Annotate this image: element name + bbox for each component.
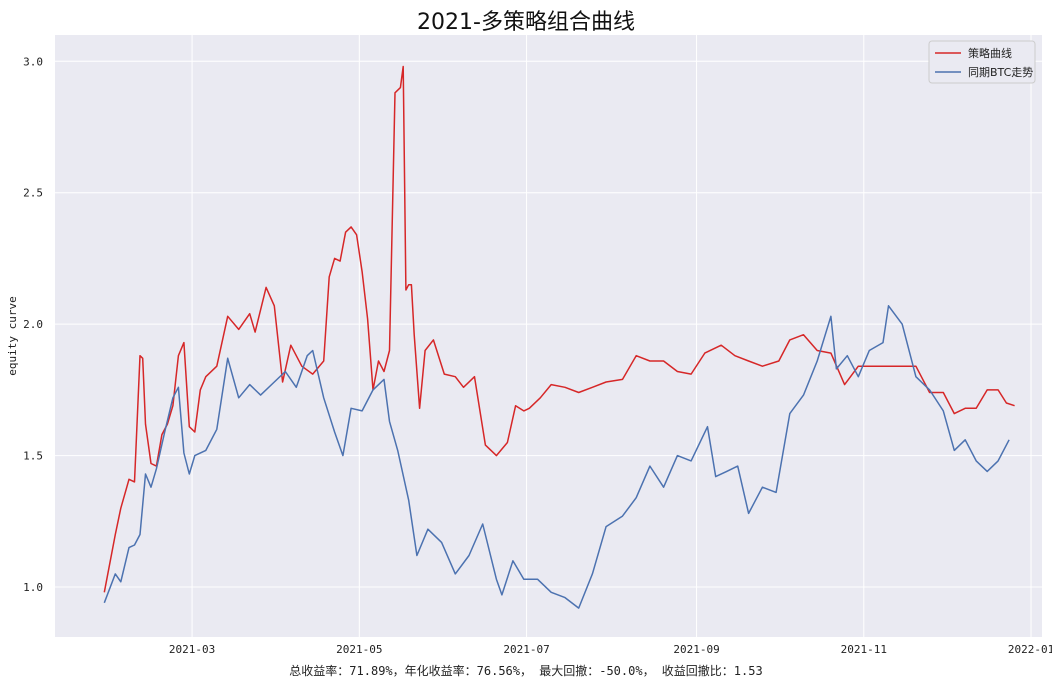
- x-tick-label: 2021-07: [503, 643, 549, 656]
- y-tick-label: 2.5: [23, 187, 43, 200]
- strategy-curve-line: [103, 65, 1015, 593]
- x-tick-label: 2021-09: [673, 643, 719, 656]
- x-tick-label: 2021-03: [169, 643, 215, 656]
- legend-label-btc: 同期BTC走势: [968, 66, 1033, 79]
- x-tick-label: 2021-11: [841, 643, 887, 656]
- y-axis-label: equity curve: [6, 296, 19, 375]
- y-axis-ticks: 1.0 1.5 2.0 2.5 3.0: [23, 55, 43, 594]
- legend: 策略曲线 同期BTC走势: [928, 40, 1036, 84]
- plot-background: [55, 35, 1042, 637]
- y-tick-label: 2.0: [23, 318, 43, 331]
- x-tick-label: 2022-01: [1008, 643, 1052, 656]
- x-tick-label: 2021-05: [336, 643, 382, 656]
- chart-title: 2021-多策略组合曲线: [417, 10, 635, 35]
- y-tick-label: 1.5: [23, 450, 43, 463]
- legend-label-strategy: 策略曲线: [968, 46, 1012, 60]
- series-layer: [103, 65, 1015, 609]
- x-axis-label: 总收益率：71.89%，年化收益率：76.56%， 最大回撤：-50.0%， 收…: [289, 664, 763, 678]
- x-axis-ticks: 2021-03 2021-05 2021-07 2021-09 2021-11 2022-…: [169, 643, 1052, 656]
- btc-curve-line: [103, 305, 1010, 609]
- y-tick-label: 1.0: [23, 581, 43, 594]
- y-tick-label: 3.0: [23, 55, 43, 68]
- grid-lines: [55, 35, 1042, 637]
